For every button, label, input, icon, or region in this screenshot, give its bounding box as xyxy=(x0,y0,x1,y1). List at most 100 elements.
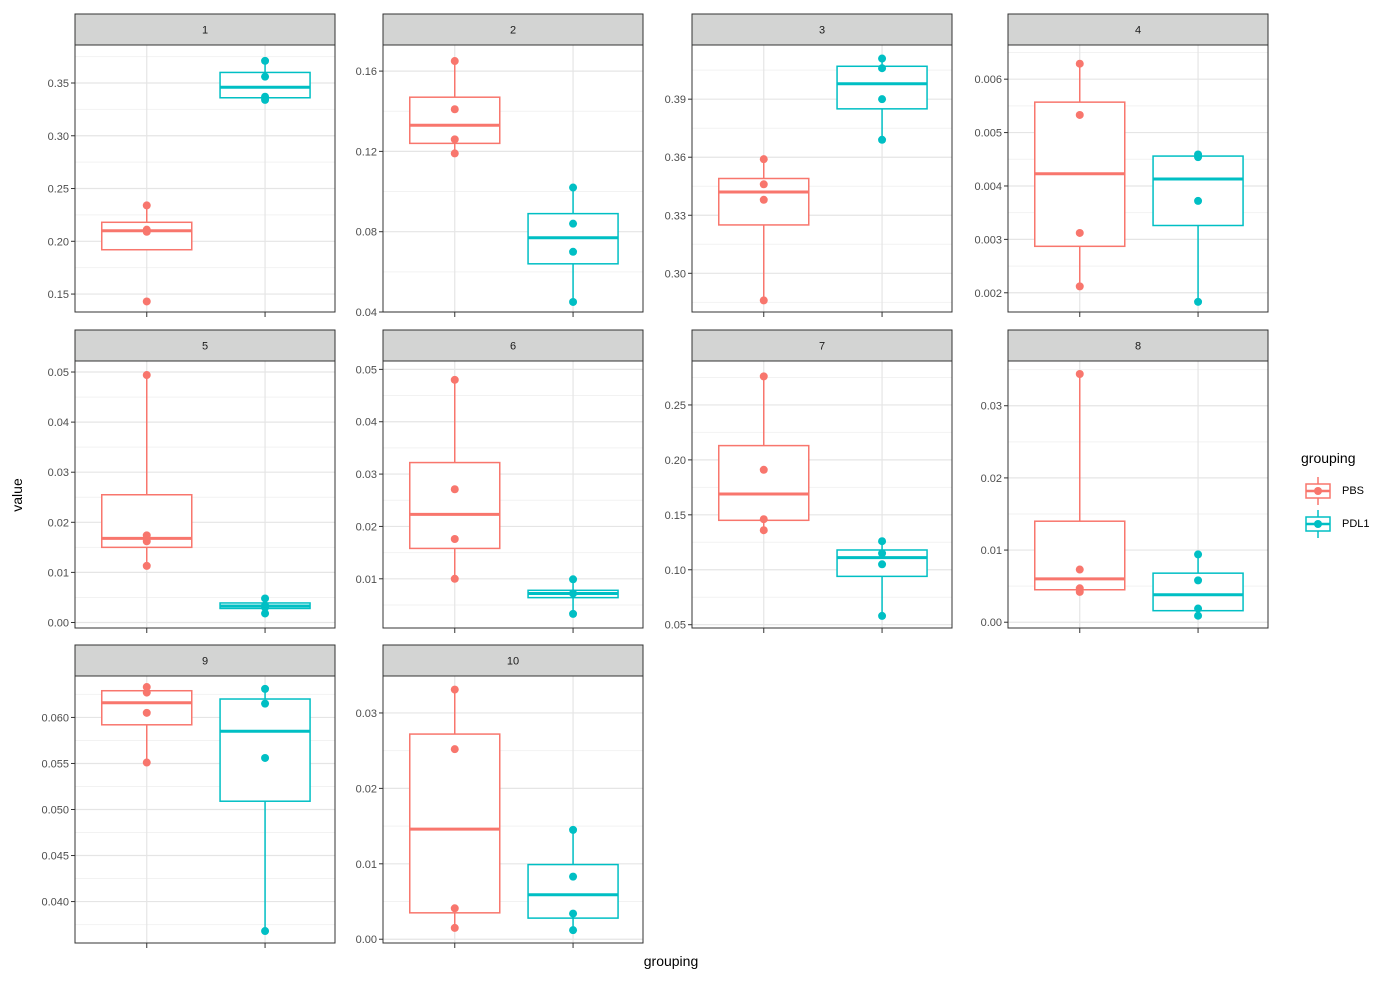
data-point xyxy=(1194,604,1203,613)
y-tick-label: 0.15 xyxy=(665,510,686,522)
data-point xyxy=(569,609,578,618)
data-point xyxy=(1075,59,1084,68)
data-point xyxy=(1194,297,1203,306)
data-point xyxy=(261,609,270,618)
box xyxy=(101,221,193,251)
y-tick-label: 0.05 xyxy=(356,364,377,376)
data-point xyxy=(450,923,459,932)
boxplot-pbs xyxy=(101,683,193,767)
y-tick-label: 0.01 xyxy=(356,859,377,871)
y-tick-label: 0.005 xyxy=(974,128,1002,140)
data-point xyxy=(759,195,768,204)
data-point xyxy=(759,465,768,474)
y-tick-label: 0.36 xyxy=(665,152,686,164)
boxplot-pbs xyxy=(409,685,501,932)
data-point xyxy=(142,688,151,697)
y-tick-label: 0.01 xyxy=(981,545,1002,557)
data-point xyxy=(569,909,578,918)
facet-strip xyxy=(1007,13,1269,46)
data-point xyxy=(878,95,887,104)
data-point xyxy=(759,155,768,164)
facet-strip xyxy=(382,644,644,677)
y-tick-label: 0.02 xyxy=(356,783,377,795)
data-point xyxy=(261,699,270,708)
y-tick-label: 0.00 xyxy=(48,617,69,629)
data-point xyxy=(1075,228,1084,237)
facet-strip-label: 9 xyxy=(202,656,208,668)
data-point xyxy=(759,180,768,189)
boxplot-pdl1 xyxy=(527,825,619,935)
data-point xyxy=(142,683,151,692)
facet-panel-5: 5 0.00 0.01 0.02 0.03 0.04 0.05 xyxy=(48,329,336,633)
y-tick-label: 0.12 xyxy=(356,146,377,158)
facet-strip xyxy=(74,13,336,46)
data-point xyxy=(142,537,151,546)
data-point xyxy=(878,560,887,569)
facet-panel-1: 1 0.15 0.20 0.25 0.30 0.35 xyxy=(48,13,336,317)
data-point xyxy=(450,149,459,158)
y-tick-label: 0.02 xyxy=(48,517,69,529)
boxplot-pbs xyxy=(409,375,501,583)
y-tick-label: 0.33 xyxy=(665,210,686,222)
y-tick-label: 0.00 xyxy=(981,617,1002,629)
y-tick-label: 0.03 xyxy=(356,708,377,720)
legend-label-pdl1: PDL1 xyxy=(1342,518,1370,530)
y-tick-label: 0.20 xyxy=(665,455,686,467)
box xyxy=(1152,155,1244,227)
facet-strip-label: 7 xyxy=(819,341,825,353)
y-tick-label: 0.045 xyxy=(41,851,69,863)
y-tick-label: 0.003 xyxy=(974,234,1002,246)
box xyxy=(409,733,501,914)
data-point xyxy=(261,594,270,603)
data-point xyxy=(450,535,459,543)
data-point xyxy=(450,485,459,494)
y-tick-label: 0.02 xyxy=(981,473,1002,485)
legend-label-pbs: PBS xyxy=(1342,485,1364,497)
y-tick-label: 0.15 xyxy=(48,289,69,301)
data-point xyxy=(1194,153,1203,162)
y-tick-label: 0.04 xyxy=(356,417,377,429)
data-point xyxy=(142,371,151,380)
boxplot-pbs xyxy=(101,201,193,306)
box xyxy=(219,698,311,802)
data-point xyxy=(569,825,578,834)
boxplot-pdl1 xyxy=(219,594,311,618)
y-tick-label: 0.040 xyxy=(41,897,69,909)
data-point xyxy=(142,561,151,570)
facet-panel-6: 6 0.01 0.02 0.03 0.04 0.05 xyxy=(356,329,644,633)
data-point xyxy=(1194,550,1203,559)
boxplot-pdl1 xyxy=(836,537,928,620)
facet-panel-9: 9 0.040 0.045 0.050 0.055 0.060 xyxy=(41,644,336,948)
facet-strip xyxy=(1007,329,1269,362)
data-point xyxy=(450,904,459,913)
legend-key-pbs xyxy=(1305,477,1331,505)
y-tick-label: 0.01 xyxy=(48,567,69,579)
legend: grouping PBS PDL1 xyxy=(1301,450,1370,538)
facet-panel-7: 7 0.05 0.10 0.15 0.20 0.25 xyxy=(665,329,953,633)
facet-strip-label: 8 xyxy=(1135,341,1141,353)
data-point xyxy=(261,95,270,104)
facet-strip-label: 1 xyxy=(202,25,208,37)
data-point xyxy=(261,72,270,81)
legend-key-point xyxy=(1314,487,1322,495)
data-point xyxy=(261,603,270,612)
y-tick-label: 0.002 xyxy=(974,288,1002,300)
data-point xyxy=(450,135,459,144)
facet-strip xyxy=(74,644,336,677)
data-point xyxy=(878,135,887,144)
boxplot-pdl1 xyxy=(527,183,619,306)
data-point xyxy=(569,183,578,192)
data-point xyxy=(1194,196,1203,205)
data-point xyxy=(261,927,270,936)
y-tick-label: 0.10 xyxy=(665,565,686,577)
legend-keys xyxy=(1305,477,1331,538)
facet-strip-label: 2 xyxy=(510,25,516,37)
data-point xyxy=(450,105,459,114)
boxplot-pdl1 xyxy=(1152,550,1244,620)
data-point xyxy=(878,64,887,73)
y-tick-label: 0.08 xyxy=(356,227,377,239)
data-point xyxy=(878,54,887,63)
data-point xyxy=(759,515,768,524)
boxplot-pbs xyxy=(1034,369,1126,596)
data-point xyxy=(450,574,459,583)
